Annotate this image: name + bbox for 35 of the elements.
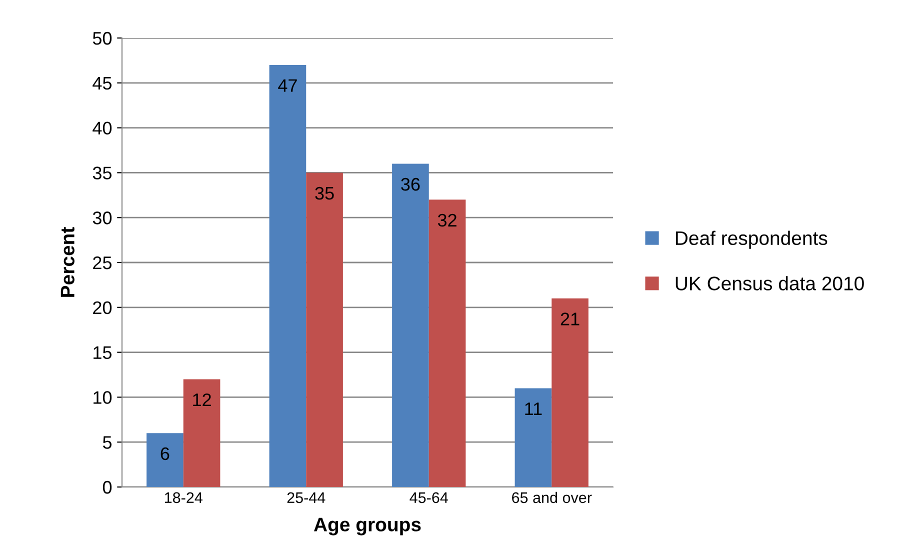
x-axis-title: Age groups <box>314 518 421 536</box>
data-label: 35 <box>315 186 334 200</box>
bar <box>183 379 220 487</box>
legend-label: Deaf respondents <box>676 230 828 249</box>
x-tick-label: 65 and over <box>512 492 592 504</box>
y-tick-label: 25 <box>93 256 112 270</box>
y-tick-label: 15 <box>94 346 112 360</box>
data-label: 36 <box>401 178 420 191</box>
data-label: 6 <box>160 447 170 460</box>
y-tick-label: 40 <box>92 122 112 135</box>
bar <box>146 433 184 487</box>
y-tick-label: 5 <box>102 436 112 449</box>
y-tick-label: 10 <box>94 391 112 404</box>
y-tick-label: 50 <box>92 32 112 45</box>
x-tick-label: 18-24 <box>165 492 202 504</box>
bar <box>392 164 429 487</box>
data-label: 47 <box>278 79 297 92</box>
y-tick-label: 20 <box>93 301 112 314</box>
y-tick-label: 45 <box>92 77 112 90</box>
data-label: 21 <box>560 312 580 326</box>
x-tick-label: 45-64 <box>410 492 448 504</box>
bar <box>428 200 466 487</box>
data-label: 11 <box>525 402 542 416</box>
data-label: 12 <box>193 393 211 406</box>
bar <box>269 64 306 487</box>
bar <box>514 388 552 487</box>
y-tick-label: 35 <box>92 166 112 180</box>
data-label: 32 <box>438 214 456 227</box>
y-axis-title: Percent <box>60 227 74 297</box>
x-tick-label: 25-44 <box>287 492 326 504</box>
y-tick-label: 0 <box>102 480 112 494</box>
bar <box>306 172 343 487</box>
bar <box>552 298 588 487</box>
legend-label: UK Census data 2010 <box>676 276 864 290</box>
y-tick-label: 30 <box>92 212 112 224</box>
